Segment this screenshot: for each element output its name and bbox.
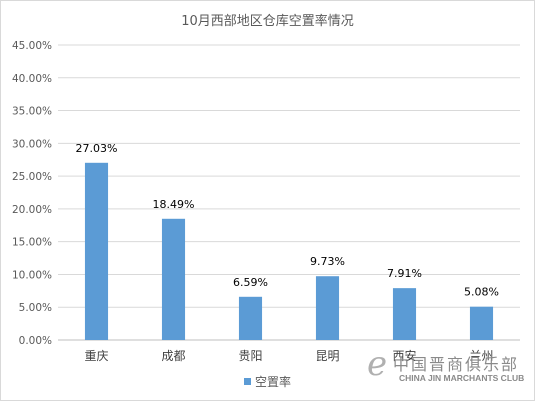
category-label: 兰州 <box>469 349 493 363</box>
y-tick-label: 25.00% <box>12 171 52 183</box>
y-tick-label: 20.00% <box>12 204 52 216</box>
category-label: 成都 <box>161 349 185 363</box>
bar <box>84 162 109 340</box>
category-label: 昆明 <box>315 349 339 363</box>
y-tick-label: 45.00% <box>12 40 52 52</box>
data-label: 7.91% <box>387 267 422 280</box>
legend-swatch <box>243 378 251 385</box>
watermark-english-text: CHINA JIN MARCHANTS CLUB <box>399 373 525 383</box>
category-label: 贵阳 <box>238 349 262 363</box>
data-label: 9.73% <box>310 255 345 268</box>
y-tick-label: 40.00% <box>12 73 52 85</box>
y-tick-label: 5.00% <box>19 302 52 314</box>
chart-title: 10月西部地区仓库空置率情况 <box>181 14 354 29</box>
watermark-logo: e 中国晋商俱乐部 CHINA JIN MARCHANTS CLUB <box>367 347 532 387</box>
legend-label: 空置率 <box>254 375 291 389</box>
legend: 空置率 <box>1 373 534 390</box>
y-tick-label: 15.00% <box>12 237 52 249</box>
bar <box>238 296 263 340</box>
bar <box>469 306 494 340</box>
category-label: 重庆 <box>84 349 108 363</box>
data-label: 6.59% <box>233 276 268 289</box>
y-tick-label: 30.00% <box>12 138 52 150</box>
category-label: 西安 <box>392 348 416 363</box>
bar <box>315 276 340 340</box>
watermark-e-symbol: e <box>367 344 388 384</box>
watermark-chinese-text: 中国晋商俱乐部 <box>393 355 520 374</box>
bar <box>161 218 186 340</box>
y-tick-label: 35.00% <box>12 106 52 118</box>
data-label: 5.08% <box>464 286 499 299</box>
bar <box>392 288 417 340</box>
data-label: 18.49% <box>153 198 195 211</box>
y-tick-label: 0.00% <box>19 335 52 347</box>
y-tick-label: 10.00% <box>12 269 52 281</box>
data-label: 27.03% <box>76 142 118 155</box>
